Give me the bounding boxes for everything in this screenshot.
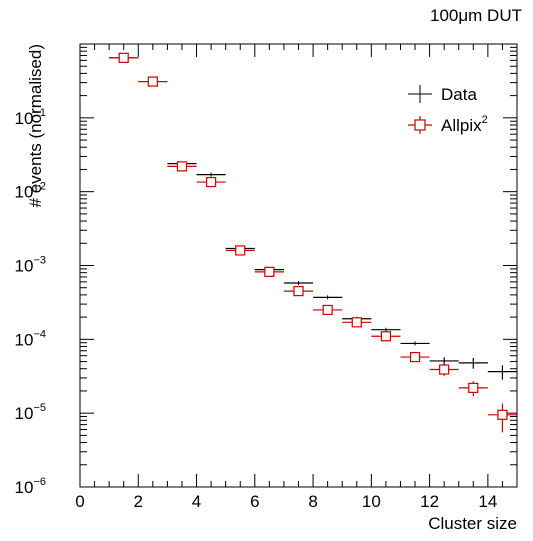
data-point [371, 327, 401, 332]
legend-marker-allpix [408, 116, 432, 134]
chart-title: 100μm DUT [430, 6, 522, 25]
x-tick-label: 14 [478, 492, 497, 511]
data-point [400, 351, 430, 363]
y-tick-label: 10−3 [15, 255, 46, 276]
x-axis-label: Cluster size [428, 514, 517, 533]
data-point [283, 286, 314, 297]
legend-marker-data [408, 85, 432, 103]
legend-entry-data: Data [408, 85, 477, 104]
data-point [487, 403, 517, 433]
y-tick-label: 10−2 [15, 181, 46, 202]
x-tick-label: 2 [134, 492, 143, 511]
y-axis: 10−6 10−5 10−4 10−3 10−2 10−1 [15, 46, 517, 497]
x-tick-label: 8 [308, 492, 317, 511]
x-tick-label: 6 [250, 492, 259, 511]
data-point [429, 364, 459, 376]
x-tick-label: 12 [420, 492, 439, 511]
data-point [167, 161, 197, 172]
x-axis: 0 2 4 6 8 10 12 14 [75, 44, 518, 511]
y-tick-label: 10−4 [15, 328, 46, 349]
x-tick-label: 4 [192, 492, 201, 511]
y-tick-label: 10−5 [15, 402, 46, 423]
data-point [371, 331, 401, 342]
series-layer [109, 52, 517, 433]
data-point [138, 76, 168, 87]
data-point [458, 381, 488, 397]
data-point [313, 304, 343, 316]
y-axis-label: # events (normalised) [26, 44, 45, 207]
data-point [458, 357, 488, 369]
data-point [225, 245, 255, 256]
legend-label-allpix: Allpix2 [441, 114, 488, 135]
legend-label-data: Data [441, 85, 477, 104]
y-tick-label: 10−1 [15, 107, 46, 128]
data-point [400, 341, 430, 346]
legend: Data Allpix2 [408, 85, 488, 135]
data-point [283, 280, 314, 285]
plot-frame [79, 43, 518, 488]
series-data [109, 55, 517, 380]
x-tick-label: 10 [362, 492, 381, 511]
legend-entry-allpix: Allpix2 [408, 114, 488, 135]
series-allpix [109, 52, 517, 433]
data-point [196, 176, 226, 188]
data-point [109, 52, 139, 63]
data-point [196, 172, 226, 177]
x-tick-label: 0 [75, 492, 84, 511]
y-tick-label: 10−6 [15, 476, 46, 497]
data-point [254, 266, 284, 277]
data-point [342, 317, 372, 328]
data-point [429, 357, 459, 365]
data-point [313, 295, 343, 300]
data-point [487, 365, 517, 380]
